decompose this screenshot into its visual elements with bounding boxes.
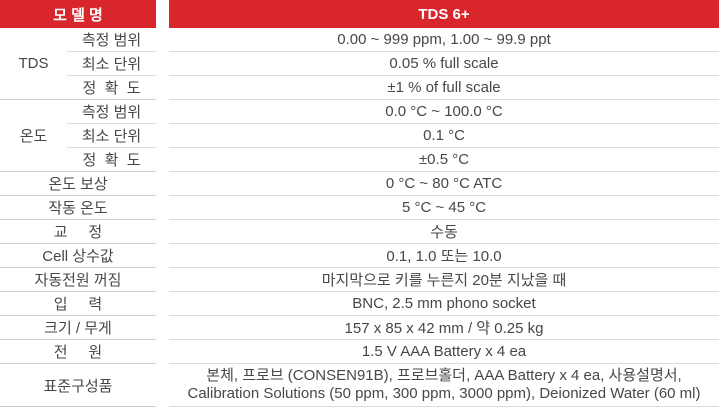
column-gutter [156,220,169,244]
group-label-cell-temperature: 온도 측정 범위 최소 단위 정 확 도 [0,100,156,172]
column-gutter [156,340,169,364]
group-row-temperature: 온도 측정 범위 최소 단위 정 확 도 0.0 °C ~ 100.0 °C 0… [0,100,719,172]
row-value: 5 °C ~ 45 °C [169,196,719,220]
row-label: 측정 범위 [67,28,156,52]
column-gutter [156,364,169,407]
table-header-row: 모 델 명 TDS 6+ [0,0,719,28]
row-value: 0.1 °C [169,124,719,148]
row-label: 측정 범위 [67,100,156,124]
column-gutter [156,172,169,196]
row-label: 표준구성품 [0,364,156,407]
group-values-temperature: 0.0 °C ~ 100.0 °C 0.1 °C ±0.5 °C [169,100,719,172]
column-gutter [156,316,169,340]
row-value: 0.00 ~ 999 ppm, 1.00 ~ 99.9 ppt [169,28,719,52]
row-value-line-1: 본체, 프로브 (CONSEN91B), 프로브홀더, AAA Battery … [206,367,682,384]
row-label: 자동전원 꺼짐 [0,268,156,292]
group-sublabels-tds: 측정 범위 최소 단위 정 확 도 [67,28,156,99]
table-row-input: 입 력 BNC, 2.5 mm phono socket [0,292,719,316]
row-value: 0 °C ~ 80 °C ATC [169,172,719,196]
row-label: Cell 상수값 [0,244,156,268]
row-label: 온도 보상 [0,172,156,196]
row-label: 정 확 도 [82,152,141,169]
table-row-size-weight: 크기 / 무게 157 x 85 x 42 mm / 약 0.25 kg [0,316,719,340]
header-model-value: TDS 6+ [169,0,719,28]
group-row-tds: TDS 측정 범위 최소 단위 정 확 도 0.00 ~ 999 ppm, 1.… [0,28,719,100]
column-gutter [156,0,169,28]
column-gutter [156,244,169,268]
row-value: 수동 [169,220,719,244]
row-value: 0.1, 1.0 또는 10.0 [169,244,719,268]
table-row-standard-components: 표준구성품 본체, 프로브 (CONSEN91B), 프로브홀더, AAA Ba… [0,364,719,407]
group-name-tds: TDS [18,55,49,72]
row-value: BNC, 2.5 mm phono socket [169,292,719,316]
table-row-cell-constant: Cell 상수값 0.1, 1.0 또는 10.0 [0,244,719,268]
group-sublabels-temperature: 측정 범위 최소 단위 정 확 도 [67,100,156,171]
row-value: 157 x 85 x 42 mm / 약 0.25 kg [169,316,719,340]
row-value: 마지막으로 키를 누른지 20분 지났을 때 [169,268,719,292]
row-label: 정 확 도 [82,80,141,97]
row-label: 입 력 [0,292,156,316]
row-value: 0.05 % full scale [169,52,719,76]
row-label: 교 정 [0,220,156,244]
group-values-tds: 0.00 ~ 999 ppm, 1.00 ~ 99.9 ppt 0.05 % f… [169,28,719,100]
row-value: 1.5 V AAA Battery x 4 ea [169,340,719,364]
row-value-line-2: Calibration Solutions (50 ppm, 300 ppm, … [187,385,701,402]
table-row-calibration: 교 정 수동 [0,220,719,244]
column-gutter [156,196,169,220]
row-label: 전 원 [0,340,156,364]
group-name-temperature: 온도 [19,128,48,145]
row-value: ±1 % of full scale [169,76,719,100]
row-label: 최소 단위 [67,124,156,148]
header-model-label: 모 델 명 [0,0,156,28]
group-label-cell-tds: TDS 측정 범위 최소 단위 정 확 도 [0,28,156,100]
row-label: 크기 / 무게 [0,316,156,340]
table-row-auto-power-off: 자동전원 꺼짐 마지막으로 키를 누른지 20분 지났을 때 [0,268,719,292]
table-row-temp-compensation: 온도 보상 0 °C ~ 80 °C ATC [0,172,719,196]
row-value: 본체, 프로브 (CONSEN91B), 프로브홀더, AAA Battery … [169,364,719,407]
table-row-power: 전 원 1.5 V AAA Battery x 4 ea [0,340,719,364]
column-gutter [156,268,169,292]
row-label: 최소 단위 [67,52,156,76]
table-row-operating-temp: 작동 온도 5 °C ~ 45 °C [0,196,719,220]
column-gutter [156,292,169,316]
row-label: 작동 온도 [0,196,156,220]
row-value: ±0.5 °C [169,148,719,172]
column-gutter [156,100,169,172]
row-value: 0.0 °C ~ 100.0 °C [169,100,719,124]
column-gutter [156,28,169,100]
